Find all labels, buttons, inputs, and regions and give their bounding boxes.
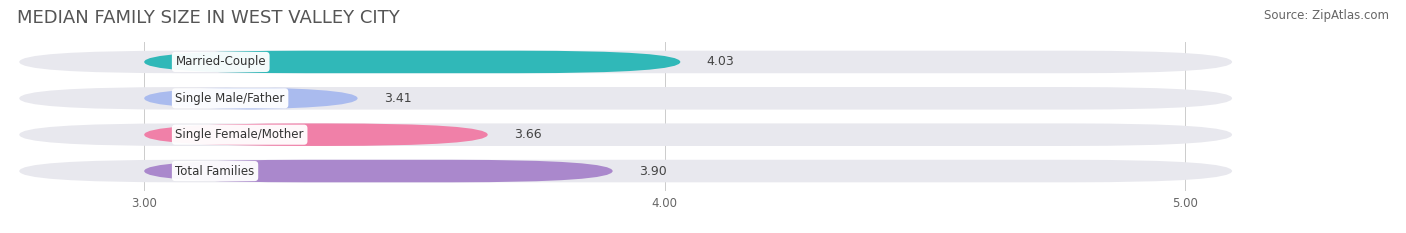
FancyBboxPatch shape: [145, 87, 357, 110]
FancyBboxPatch shape: [20, 87, 1232, 110]
Text: Single Female/Mother: Single Female/Mother: [176, 128, 304, 141]
Text: 3.66: 3.66: [513, 128, 541, 141]
Text: 4.03: 4.03: [706, 55, 734, 69]
Text: Source: ZipAtlas.com: Source: ZipAtlas.com: [1264, 9, 1389, 22]
Text: Single Male/Father: Single Male/Father: [176, 92, 285, 105]
FancyBboxPatch shape: [20, 160, 1232, 182]
FancyBboxPatch shape: [20, 123, 1232, 146]
Text: Total Families: Total Families: [176, 164, 254, 178]
FancyBboxPatch shape: [145, 123, 488, 146]
Text: MEDIAN FAMILY SIZE IN WEST VALLEY CITY: MEDIAN FAMILY SIZE IN WEST VALLEY CITY: [17, 9, 399, 27]
Text: 3.90: 3.90: [638, 164, 666, 178]
Text: 3.41: 3.41: [384, 92, 411, 105]
FancyBboxPatch shape: [20, 51, 1232, 73]
FancyBboxPatch shape: [145, 160, 613, 182]
FancyBboxPatch shape: [145, 51, 681, 73]
Text: Married-Couple: Married-Couple: [176, 55, 266, 69]
